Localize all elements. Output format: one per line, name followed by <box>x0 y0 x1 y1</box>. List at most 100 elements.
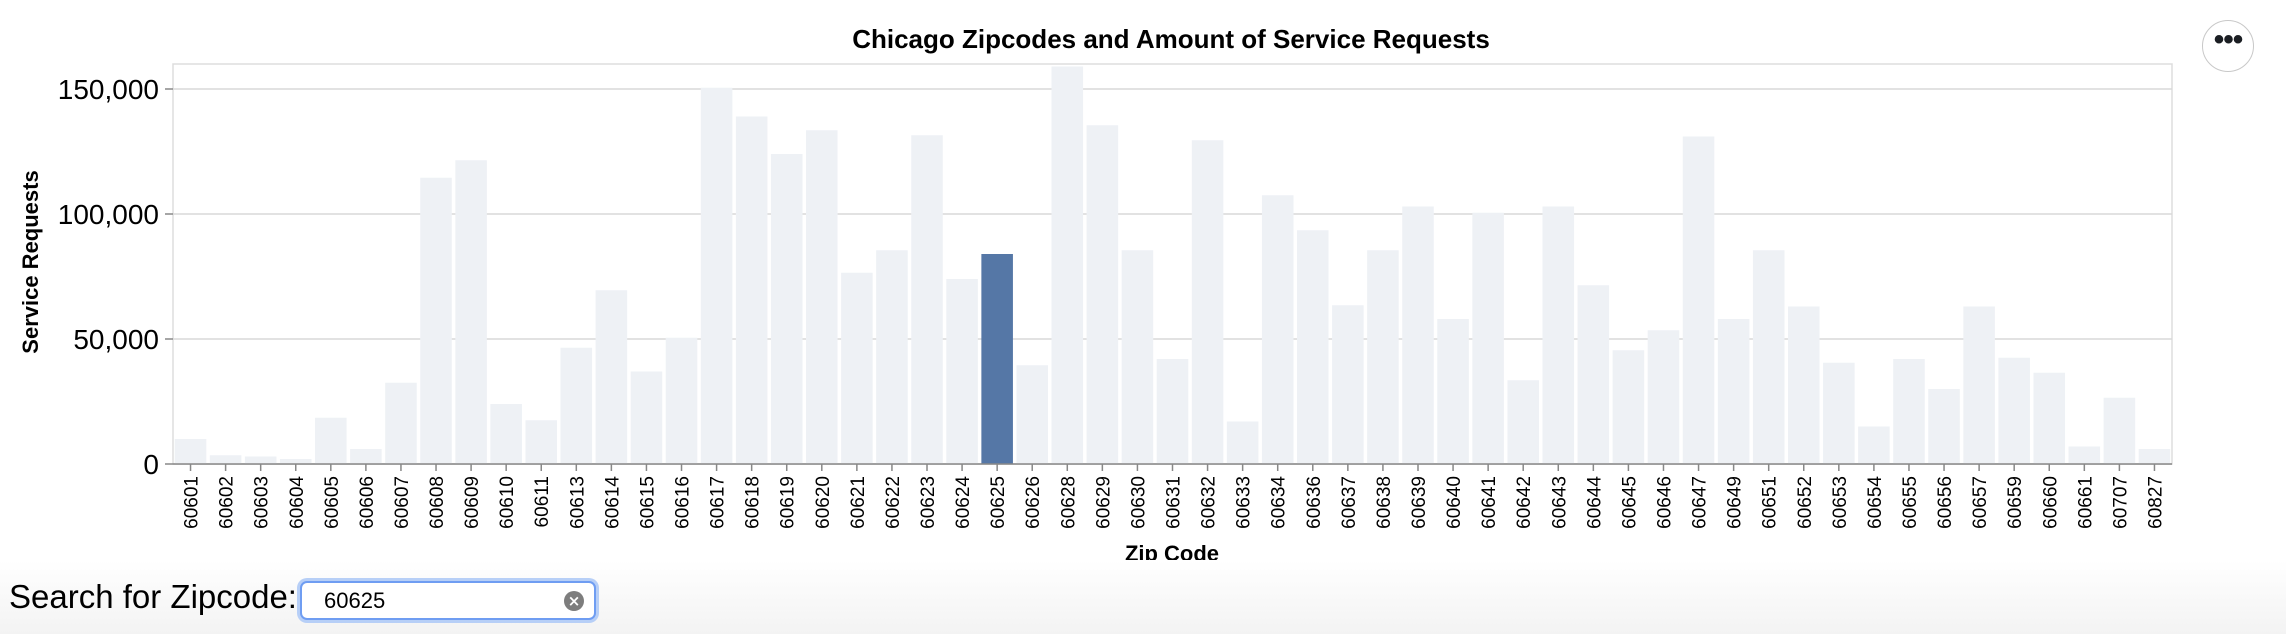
bar-60661[interactable] <box>2068 446 2101 465</box>
clear-icon[interactable]: × <box>564 591 584 611</box>
x-tick-label: 60625 <box>988 476 1009 529</box>
x-tick-label: 60617 <box>708 476 729 529</box>
x-tick-label: 60645 <box>1619 476 1640 529</box>
bar-60609[interactable] <box>455 160 487 464</box>
bar-60827[interactable] <box>2138 449 2171 464</box>
bar-60610[interactable] <box>490 404 522 464</box>
bar-60656[interactable] <box>1928 389 1960 464</box>
x-tick-label: 60602 <box>217 476 238 529</box>
bar-60620[interactable] <box>806 130 838 464</box>
bar-60641[interactable] <box>1472 212 1504 464</box>
bar-60602[interactable] <box>209 455 242 464</box>
x-tick-label: 60660 <box>2040 476 2061 529</box>
bar-60611[interactable] <box>525 420 558 464</box>
x-tick-label: 60614 <box>602 476 623 529</box>
x-tick-label: 60653 <box>1830 476 1851 529</box>
search-label: Search for Zipcode: <box>9 578 297 615</box>
x-tick-label: 60604 <box>287 476 308 529</box>
bar-60606[interactable] <box>350 449 382 464</box>
bar-60630[interactable] <box>1121 250 1154 464</box>
x-tick-label: 60611 <box>532 476 553 527</box>
bar-60637[interactable] <box>1332 305 1364 464</box>
bar-60642[interactable] <box>1507 380 1539 464</box>
bar-60632[interactable] <box>1191 140 1224 464</box>
bar-60614[interactable] <box>595 290 628 464</box>
bar-60636[interactable] <box>1297 230 1329 464</box>
bar-60644[interactable] <box>1577 285 1610 464</box>
bar-60640[interactable] <box>1437 319 1469 464</box>
bar-60621[interactable] <box>841 272 873 464</box>
x-tick-label: 60622 <box>883 476 904 529</box>
x-tick-label: 60607 <box>392 476 413 529</box>
x-tick-label: 60654 <box>1865 476 1886 529</box>
x-tick-label: 60827 <box>2145 476 2166 529</box>
x-tick-label: 60615 <box>637 476 658 529</box>
bar-60660[interactable] <box>2033 372 2066 464</box>
x-tick-label: 60652 <box>1795 476 1816 529</box>
zipcode-search-input[interactable] <box>324 587 554 615</box>
bar-60617[interactable] <box>700 87 733 464</box>
x-tick-label: 60641 <box>1479 476 1500 529</box>
x-tick-label: 60631 <box>1164 476 1185 529</box>
x-tick-label: 60623 <box>918 476 939 529</box>
x-tick-label: 60659 <box>2005 476 2026 529</box>
bar-60634[interactable] <box>1261 195 1294 464</box>
x-tick-label: 60637 <box>1339 476 1360 529</box>
bar-60625[interactable] <box>981 254 1013 464</box>
bar-60622[interactable] <box>876 250 908 464</box>
bar-60657[interactable] <box>1963 306 1995 465</box>
x-tick-label: 60656 <box>1935 476 1956 529</box>
bar-60643[interactable] <box>1542 206 1575 465</box>
x-tick-label: 60619 <box>778 476 799 529</box>
x-tick-label: 60610 <box>497 476 518 529</box>
y-tick-label: 150,000 <box>58 74 159 105</box>
bar-60652[interactable] <box>1787 306 1820 465</box>
bar-60616[interactable] <box>665 337 698 464</box>
x-tick-label: 60638 <box>1374 476 1395 529</box>
bar-60645[interactable] <box>1612 350 1645 464</box>
bar-60623[interactable] <box>911 135 943 464</box>
bar-60624[interactable] <box>946 279 978 464</box>
x-tick-label: 60640 <box>1444 476 1465 529</box>
bar-60655[interactable] <box>1893 359 1925 464</box>
bar-60626[interactable] <box>1016 365 1048 464</box>
bar-60631[interactable] <box>1156 359 1189 464</box>
bar-60604[interactable] <box>279 459 312 464</box>
bar-60647[interactable] <box>1682 136 1715 465</box>
bar-60651[interactable] <box>1752 250 1785 464</box>
x-tick-label: 60616 <box>673 476 694 529</box>
bar-60628[interactable] <box>1051 66 1084 465</box>
x-tick-label: 60628 <box>1058 476 1079 529</box>
x-tick-label: 60644 <box>1584 476 1605 529</box>
bar-60615[interactable] <box>630 371 663 465</box>
bar-60654[interactable] <box>1858 426 1890 465</box>
x-tick-label: 60647 <box>1690 476 1711 529</box>
chart-actions-menu-button[interactable]: ••• <box>2202 20 2254 72</box>
search-box: × <box>300 581 596 620</box>
bar-60649[interactable] <box>1717 319 1750 464</box>
bar-60707[interactable] <box>2103 397 2136 464</box>
x-tick-label: 60661 <box>2075 476 2096 529</box>
x-tick-label: 60649 <box>1725 476 1746 529</box>
bar-60653[interactable] <box>1823 362 1855 464</box>
bar-60619[interactable] <box>770 154 803 464</box>
bar-60603[interactable] <box>244 456 277 465</box>
x-axis: 60601 60602 60603 60604 60605 60606 60607 60608… <box>182 464 2166 529</box>
bar-60646[interactable] <box>1647 330 1680 464</box>
bar-60659[interactable] <box>1998 357 2030 464</box>
bar-60613[interactable] <box>560 347 593 464</box>
bar-60633[interactable] <box>1226 421 1259 465</box>
bar-60607[interactable] <box>385 382 417 464</box>
bar-60639[interactable] <box>1402 206 1434 465</box>
bar-60605[interactable] <box>315 417 347 464</box>
y-tick-label: 0 <box>143 449 159 480</box>
y-axis-title: Service Requests <box>18 170 43 353</box>
bar-60618[interactable] <box>735 116 768 465</box>
bar-60629[interactable] <box>1086 125 1119 464</box>
x-tick-label: 60601 <box>182 476 203 529</box>
y-tick-label: 50,000 <box>73 324 159 355</box>
bar-60608[interactable] <box>420 177 452 464</box>
x-tick-label: 60707 <box>2110 476 2131 529</box>
bar-60601[interactable] <box>174 439 207 464</box>
bar-60638[interactable] <box>1367 250 1399 464</box>
